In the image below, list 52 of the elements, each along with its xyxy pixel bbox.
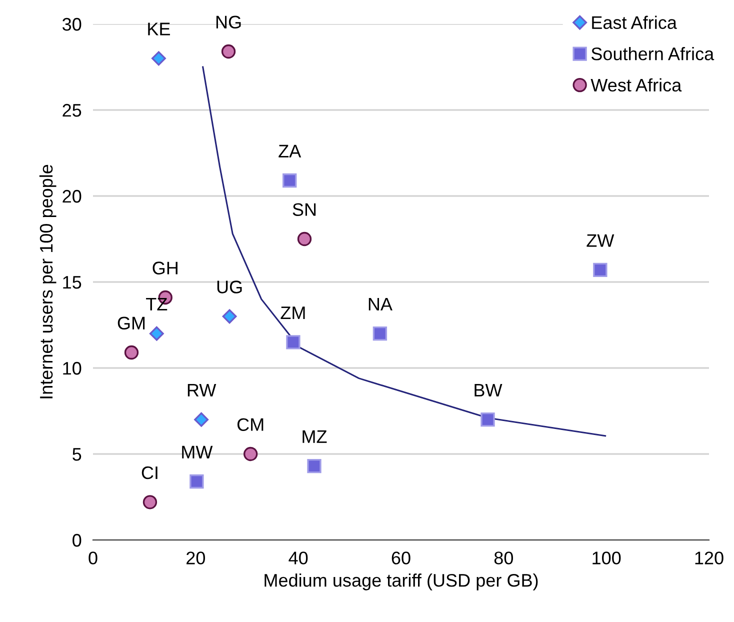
point (286, 335, 300, 350)
point (480, 412, 495, 427)
legend-label: East Africa (592, 16, 677, 30)
point (190, 474, 204, 489)
annotation: ZA (278, 144, 302, 158)
annotation: GM (118, 316, 145, 330)
annotation: CI (142, 466, 158, 480)
y-tick-label: 10 (63, 362, 82, 375)
annotation: SN (292, 203, 316, 216)
x-tick-label: 20 (186, 552, 206, 564)
y-tick-label: 30 (62, 18, 82, 31)
point (372, 326, 388, 341)
annotation: ZW (586, 234, 614, 247)
x-axis-title: Medium usage tariff (USD per GB) (264, 574, 538, 590)
annotation: RW (188, 384, 216, 396)
annotation: NG (216, 16, 241, 29)
y-tick-label: 20 (62, 190, 82, 203)
y-tick-label: 5 (72, 448, 82, 461)
point (222, 309, 237, 324)
annotation: ZM (280, 306, 305, 320)
annotation: KE (148, 22, 170, 36)
x-tick-label: 100 (592, 552, 621, 564)
point (142, 495, 158, 510)
point (151, 51, 166, 66)
x-tick-label: 60 (392, 552, 410, 564)
legend-label: Southern Africa (591, 47, 714, 60)
legend-label: West Africa (590, 78, 682, 92)
x-tick-label: 120 (695, 552, 724, 564)
point (297, 232, 312, 246)
y-axis-title: Internet users per 100 people (39, 164, 56, 398)
y-tick-label: 0 (72, 534, 82, 547)
annotation: UG (217, 280, 242, 294)
annotation: BW (474, 384, 502, 396)
x-tick-label: 80 (494, 552, 514, 564)
y-tick-label: 15 (63, 276, 82, 289)
point (149, 326, 164, 341)
x-tick-label: 40 (288, 552, 308, 564)
point (282, 173, 297, 188)
annotation: NA (368, 298, 392, 310)
annotation: TZ (146, 298, 168, 310)
point (221, 44, 236, 59)
point (244, 446, 258, 462)
y-tick-label: 25 (62, 104, 82, 117)
x-tick-label: 0 (88, 552, 98, 564)
point (593, 262, 608, 278)
annotation: MW (182, 446, 213, 458)
point (124, 345, 139, 360)
point (307, 458, 322, 474)
annotation: GH (152, 262, 178, 274)
point (194, 412, 209, 427)
annotation: MZ (302, 430, 327, 443)
annotation: CM (237, 418, 264, 431)
